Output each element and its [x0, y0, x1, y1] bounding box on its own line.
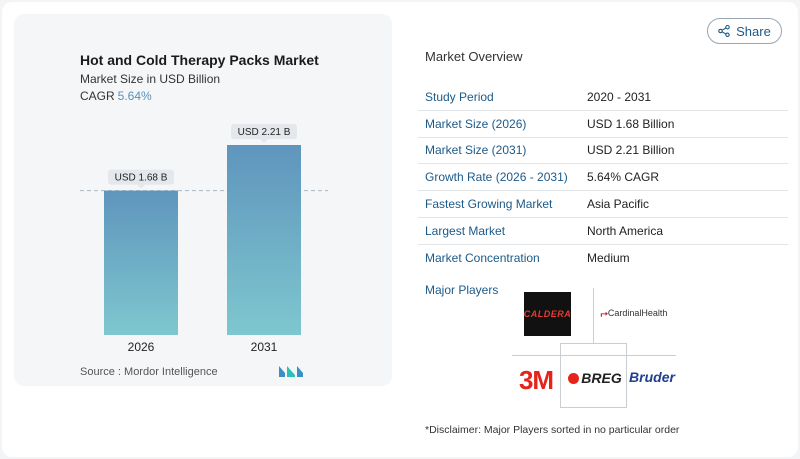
cardinal-health-logo: ⮣ CardinalHealth [598, 300, 670, 326]
data-label-bg-2026 [108, 169, 174, 185]
cagr-label: CAGR [80, 89, 115, 103]
x-tick-label-2026: 2026 [128, 340, 155, 354]
overview-row-label: Largest Market [425, 223, 506, 238]
bar-chart: USD 1.68 B 2026 USD 2.21 B 2031 [80, 124, 328, 354]
overview-row-label: Market Size (2026) [425, 116, 527, 131]
breg-logo-text: BREG [581, 370, 622, 386]
overview-row: Market Size (2031) USD 2.21 Billion [418, 138, 788, 165]
logo-divider [593, 288, 594, 344]
share-label: Share [736, 23, 771, 39]
source-name: Mordor Intelligence [124, 366, 218, 378]
logo-divider [560, 343, 561, 408]
x-tick-label-2031: 2031 [251, 340, 278, 354]
logo-divider [560, 343, 626, 344]
source-label: Source : [80, 366, 121, 378]
overview-row-value: Asia Pacific [587, 197, 650, 212]
data-label-2026: USD 1.68 B [115, 173, 168, 184]
cardinal-swoosh-icon: ⮣ [600, 307, 608, 318]
logo-divider [560, 407, 626, 408]
logo-divider [626, 343, 627, 408]
data-label-pointer-2031 [260, 139, 268, 143]
bar-2026 [104, 190, 178, 335]
overview-row-label: Market Concentration [425, 251, 540, 266]
share-icon [718, 25, 730, 37]
caldera-logo-text: CALDERA [523, 309, 572, 319]
chart-title: Hot and Cold Therapy Packs Market [80, 52, 319, 68]
data-label-2031: USD 2.21 B [238, 127, 291, 138]
bruder-logo: Bruder [628, 364, 676, 390]
logo-divider [512, 355, 676, 356]
overview-row-label: Fastest Growing Market [425, 197, 553, 212]
major-players-label: Major Players [425, 283, 499, 297]
3m-logo-text: 3M [518, 364, 554, 395]
overview-table: Study Period 2020 - 2031 Market Size (20… [418, 84, 788, 272]
overview-row-label: Growth Rate (2026 - 2031) [425, 170, 568, 185]
overview-row-value: 5.64% CAGR [587, 170, 660, 185]
overview-row-value: North America [587, 223, 664, 238]
overview-row-value: USD 2.21 Billion [587, 143, 675, 158]
bruder-logo-text: Bruder [629, 369, 675, 385]
bar-2031 [227, 145, 301, 335]
overview-row: Growth Rate (2026 - 2031) 5.64% CAGR [418, 164, 788, 192]
chart-subtitle: Market Size in USD Billion [80, 72, 221, 86]
disclaimer: *Disclaimer: Major Players sorted in no … [425, 424, 680, 436]
chart-card [14, 14, 392, 386]
data-label-pointer-2026 [137, 184, 145, 189]
overview-row: Largest Market North America [418, 218, 788, 245]
caldera-logo: CALDERA [524, 292, 571, 336]
overview-row: Market Size (2026) USD 1.68 Billion [418, 111, 788, 138]
cagr-value: 5.64% [117, 89, 152, 103]
overview-row-value: USD 1.68 Billion [587, 116, 675, 131]
overview-row-label: Study Period [425, 89, 494, 104]
mordor-logo-icon [279, 366, 303, 377]
cagr-line: CAGR 5.64% [80, 89, 152, 103]
cardinal-logo-text: CardinalHealth [607, 308, 668, 318]
data-label-bg-2031 [231, 124, 297, 139]
overview-row-value: Medium [587, 251, 630, 266]
overview-row: Fastest Growing Market Asia Pacific [418, 191, 788, 218]
overview-title: Market Overview [425, 49, 523, 64]
share-button[interactable]: Share [707, 18, 782, 44]
overview-row: Study Period 2020 - 2031 [418, 84, 788, 111]
overview-row: Market Concentration Medium [418, 245, 788, 272]
breg-logo: BREG [566, 364, 624, 392]
breg-mark-icon [568, 372, 580, 384]
3m-logo: 3M [513, 364, 559, 396]
overview-row-label: Market Size (2031) [425, 143, 527, 158]
source-line: Source : Mordor Intelligence [80, 366, 218, 378]
overview-row-value: 2020 - 2031 [587, 89, 652, 104]
